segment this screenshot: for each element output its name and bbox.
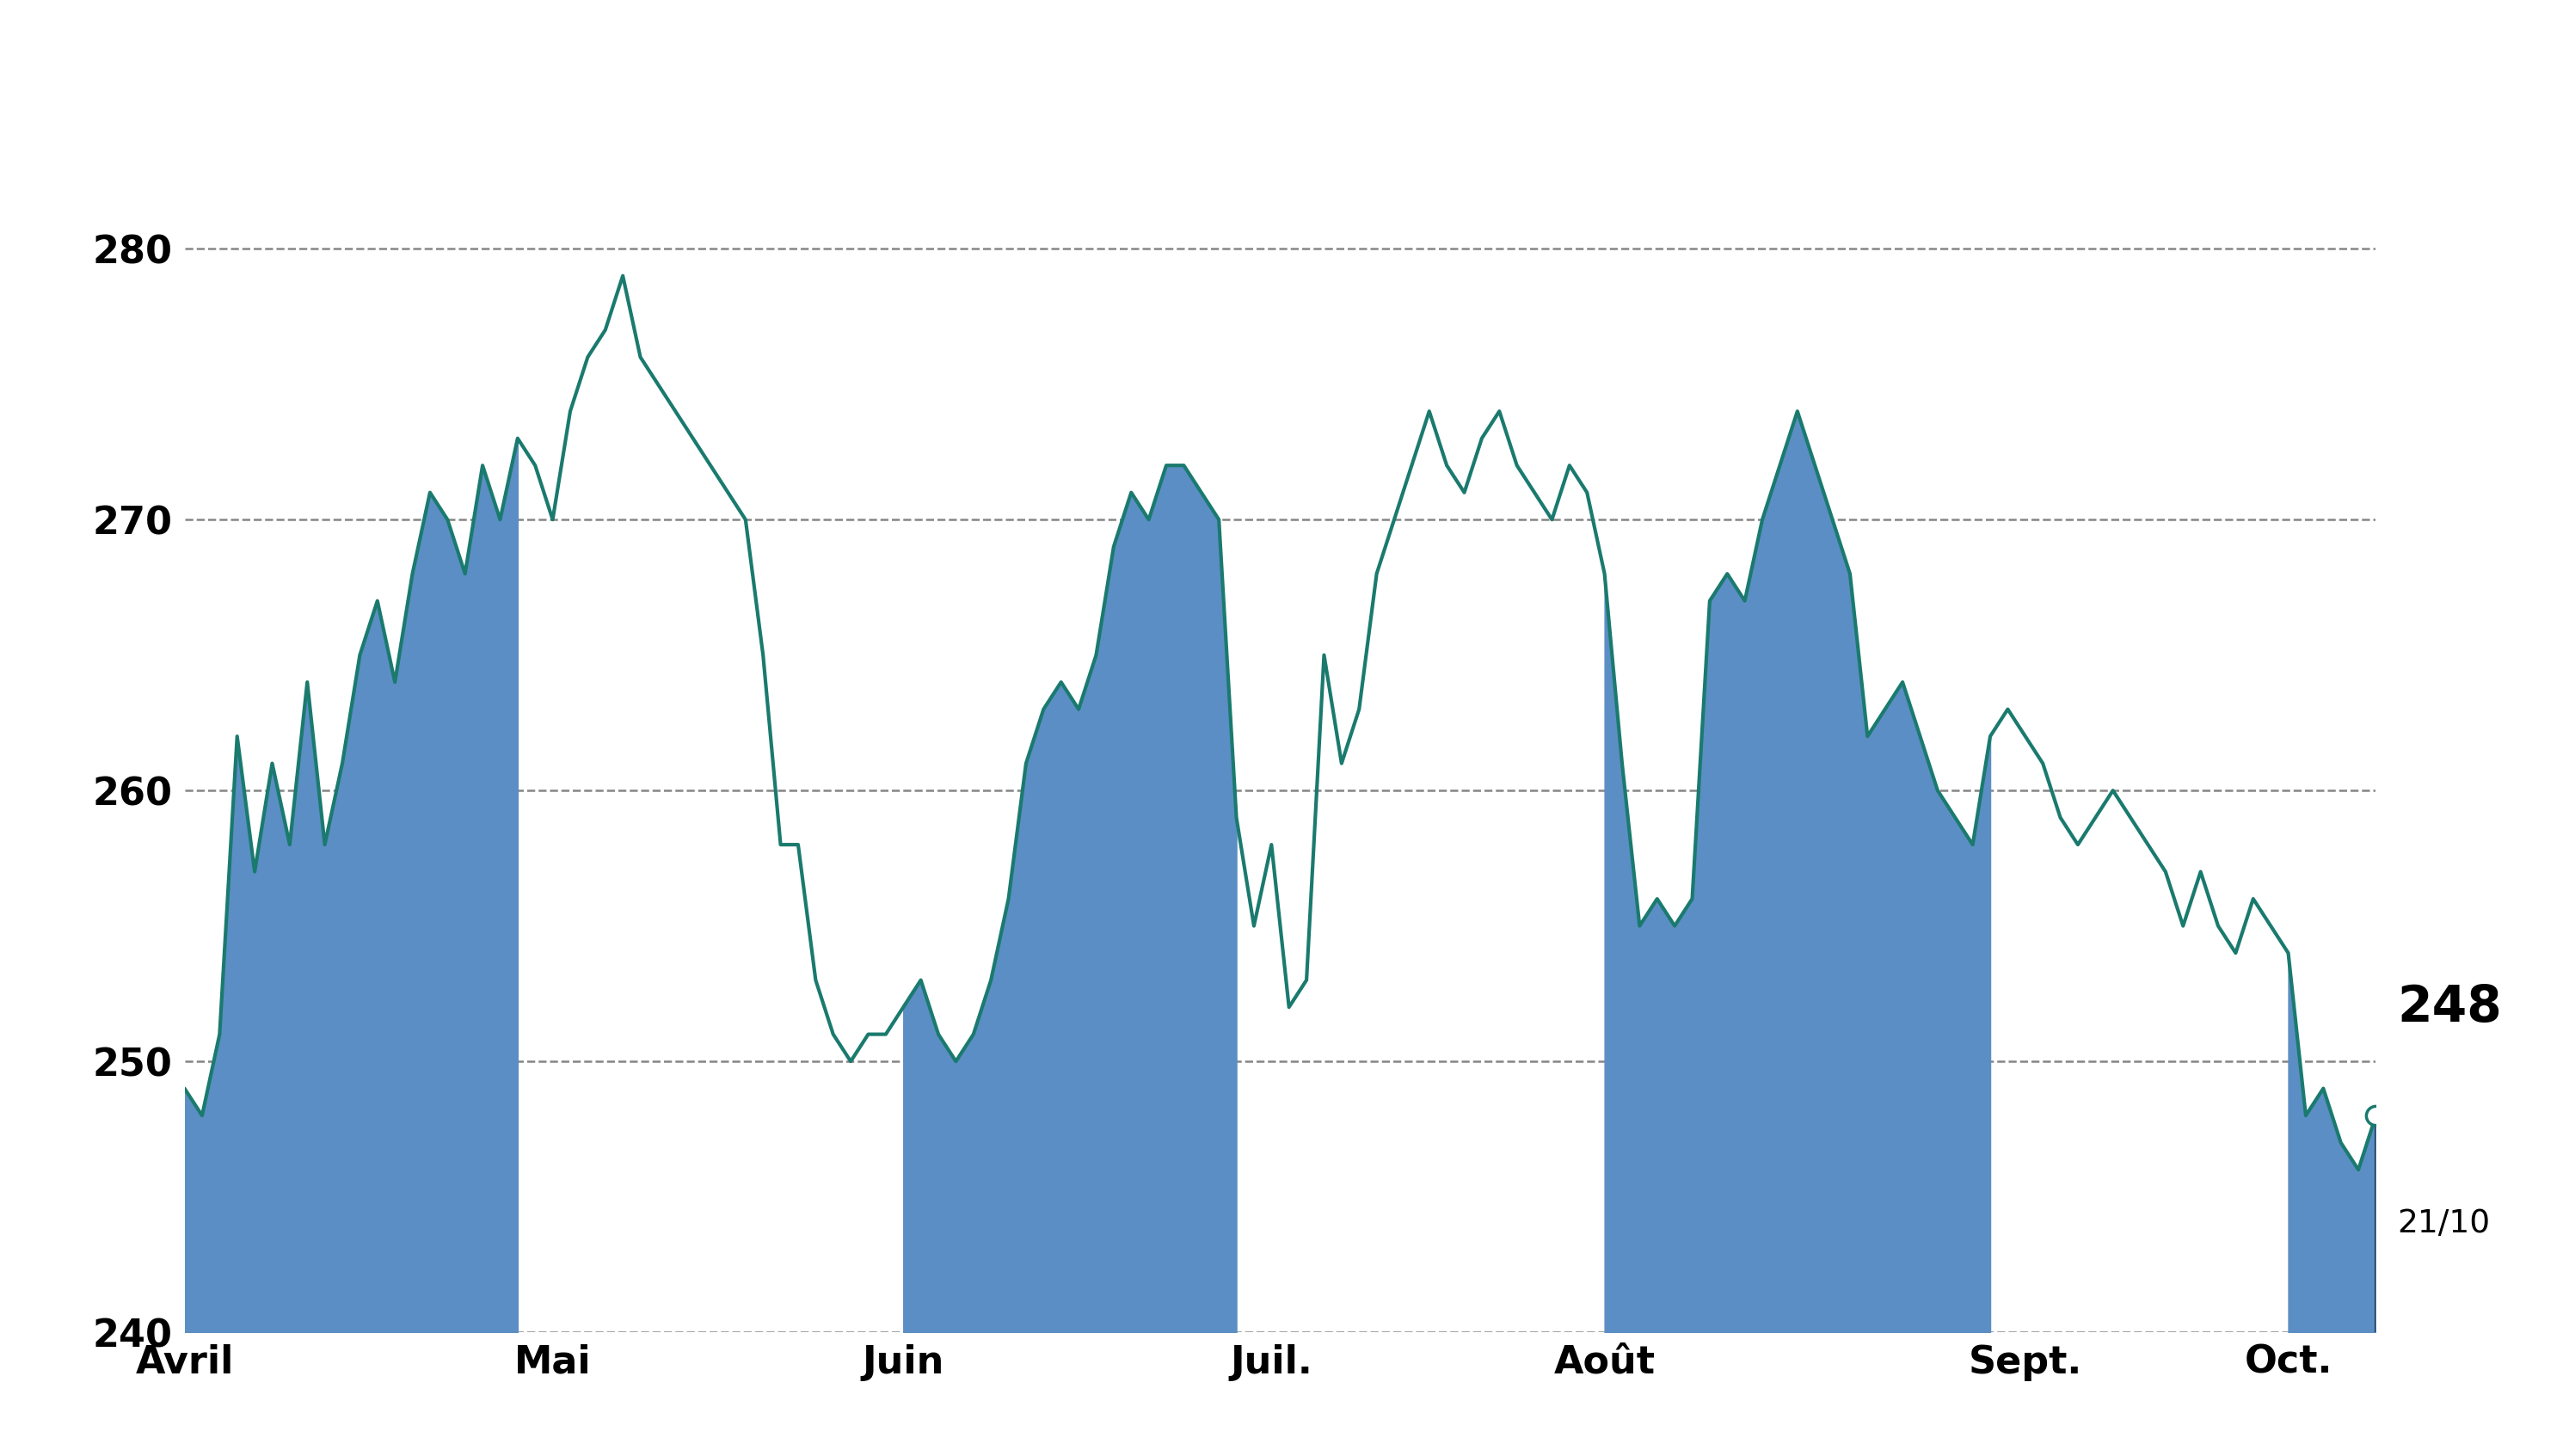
Text: 248: 248 (2396, 983, 2501, 1032)
Text: CIE BOIS SAUVAGE: CIE BOIS SAUVAGE (833, 25, 1730, 109)
Text: 21/10: 21/10 (2396, 1208, 2489, 1239)
